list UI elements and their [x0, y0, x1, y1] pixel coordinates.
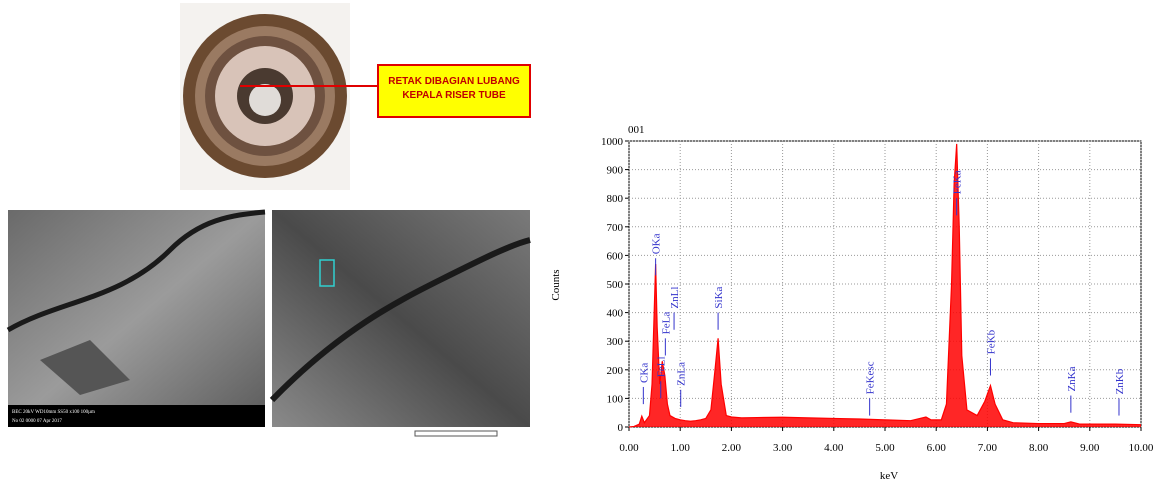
peak-label: SiKa	[713, 286, 725, 308]
y-tick-label: 700	[607, 222, 624, 234]
peak-label: OKa	[651, 233, 663, 254]
peak-label: ZnLl	[669, 287, 681, 309]
sem-image-right	[272, 210, 530, 436]
sem-caption: BEC 20kV WD10mm SS50 x100 100µm	[12, 410, 95, 415]
y-tick-label: 600	[607, 250, 624, 262]
y-tick-label: 500	[607, 279, 624, 291]
chart-title: 001	[628, 124, 645, 136]
callout-text: RETAK DIBAGIAN LUBANG KEPALA RISER TUBE	[380, 67, 528, 103]
x-tick-label: 10.00	[1129, 442, 1154, 454]
x-tick-label: 0.00	[619, 442, 639, 454]
sem-caption: No 02 0000 07 Apr 2017	[12, 419, 62, 424]
y-tick-label: 900	[607, 165, 624, 177]
page: RETAK DIBAGIAN LUBANG KEPALA RISER TUBE …	[0, 0, 1161, 482]
x-axis-label: keV	[880, 470, 898, 482]
callout: RETAK DIBAGIAN LUBANG KEPALA RISER TUBE	[378, 65, 530, 117]
x-tick-label: 8.00	[1029, 442, 1049, 454]
x-tick-label: 1.00	[671, 442, 691, 454]
x-tick-label: 5.00	[875, 442, 895, 454]
y-tick-label: 1000	[601, 136, 624, 148]
x-tick-label: 7.00	[978, 442, 998, 454]
x-tick-label: 6.00	[927, 442, 947, 454]
y-tick-label: 400	[607, 308, 624, 320]
photo	[180, 3, 378, 190]
peak-label: FeLl	[656, 356, 668, 377]
peak-label: ZnLa	[676, 362, 688, 386]
x-tick-label: 4.00	[824, 442, 844, 454]
peak-label: ZnKb	[1114, 368, 1126, 394]
peak-label: FeLa	[660, 312, 672, 335]
peak-label: FeKesc	[865, 361, 877, 394]
y-tick-label: 200	[607, 365, 624, 377]
peak-label: FeKa	[952, 170, 964, 194]
chart: 001 keV Counts 0 100 200 300 400 500 600 700 800…	[550, 124, 1154, 482]
y-tick-label: 0	[618, 422, 624, 434]
sem-image-left: BEC 20kV WD10mm SS50 x100 100µm No 02 00…	[8, 210, 265, 427]
y-tick-label: 800	[607, 193, 624, 205]
y-tick-label: 300	[607, 336, 624, 348]
peak-label: CKa	[638, 363, 650, 383]
x-tick-label: 2.00	[722, 442, 742, 454]
peak-label: ZnKa	[1066, 366, 1078, 391]
x-tick-label: 9.00	[1080, 442, 1100, 454]
y-axis-label: Counts	[550, 269, 562, 300]
y-tick-label: 100	[607, 393, 624, 405]
x-tick-label: 3.00	[773, 442, 793, 454]
peak-label: FeKb	[985, 329, 997, 354]
